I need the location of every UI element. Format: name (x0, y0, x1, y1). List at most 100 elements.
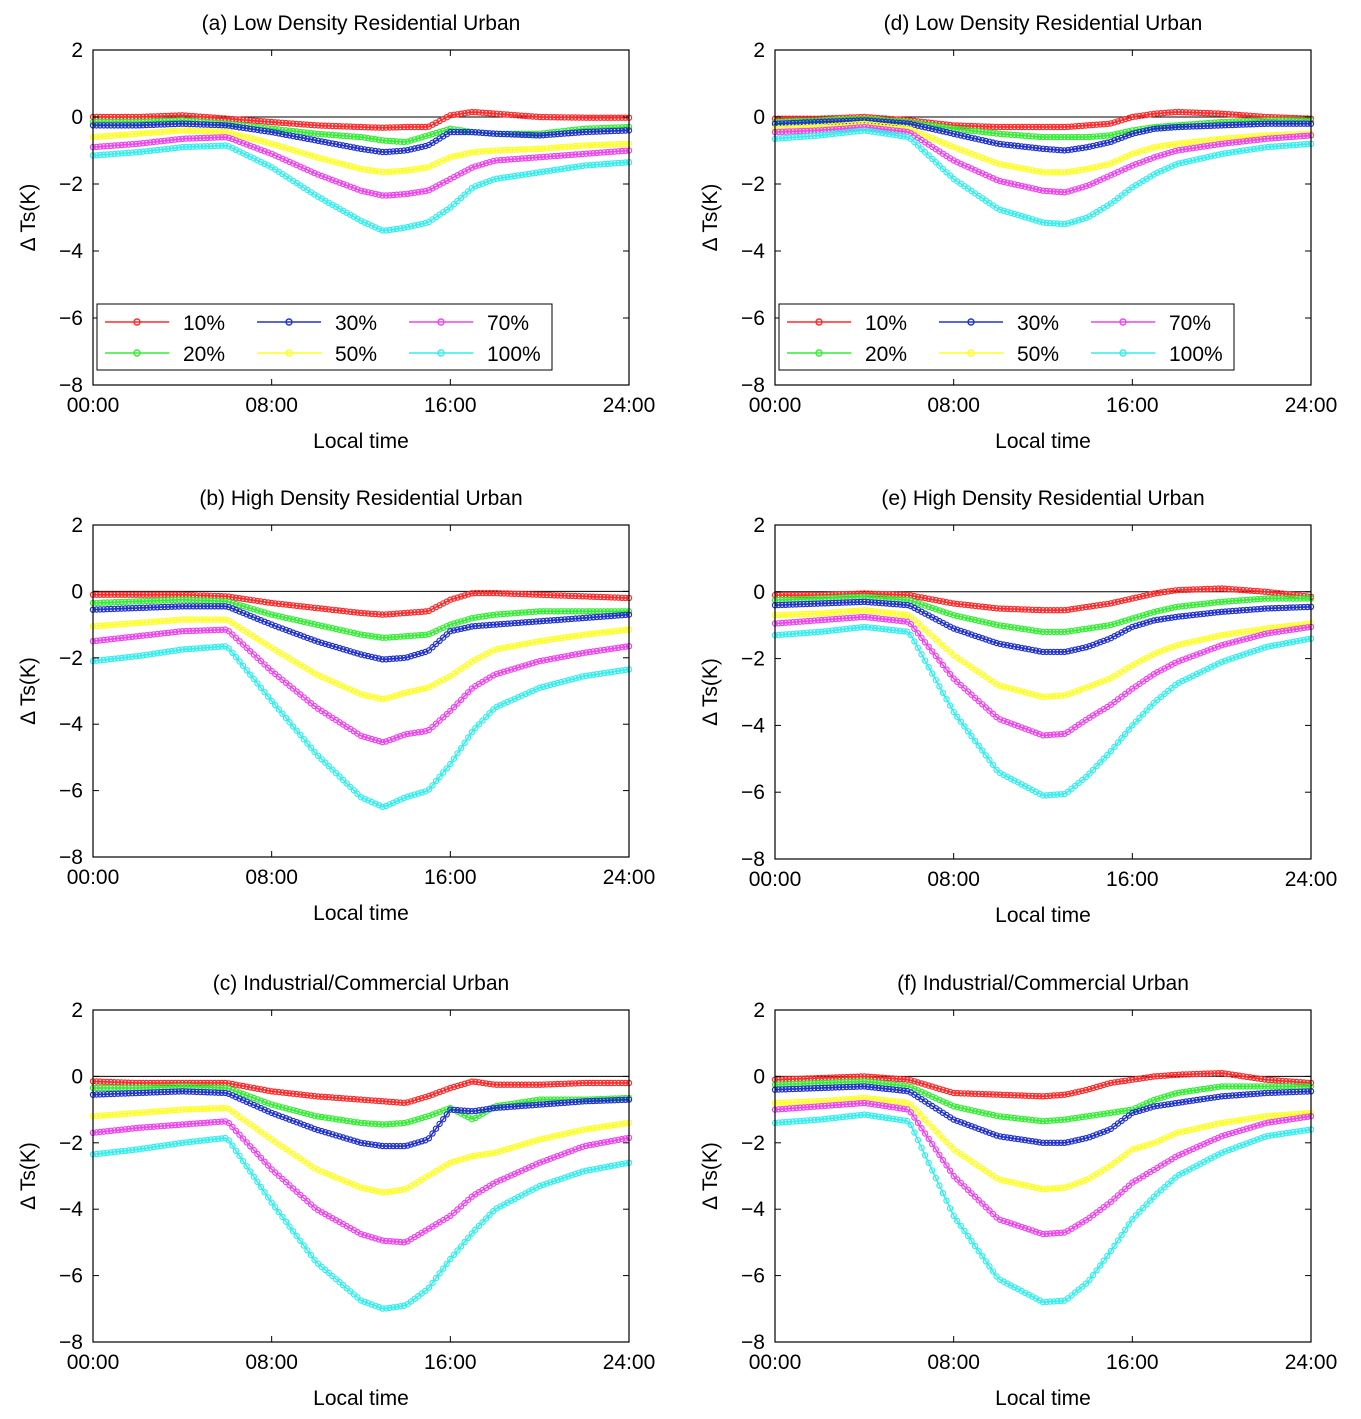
data-point (593, 1079, 601, 1087)
data-point (511, 146, 518, 153)
series-line (775, 587, 1312, 611)
data-point (415, 123, 422, 131)
data-point (136, 1109, 143, 1117)
data-point (893, 119, 900, 127)
data-point (582, 150, 590, 157)
data-point (543, 591, 551, 599)
data-point (868, 599, 875, 606)
data-point (482, 109, 490, 117)
data-point (457, 593, 465, 600)
data-point (807, 591, 814, 599)
data-point (311, 130, 318, 137)
data-point (593, 1124, 601, 1131)
data-point (1189, 611, 1197, 619)
data-point (1104, 600, 1111, 608)
data-point (96, 657, 104, 664)
data-point (207, 603, 215, 610)
data-point (604, 613, 611, 620)
data-point (582, 114, 590, 121)
data-point (1250, 606, 1258, 613)
data-point (482, 650, 490, 658)
data-point (400, 1302, 408, 1309)
data-point (575, 1098, 583, 1105)
y-tick-label: −6 (59, 307, 83, 330)
data-point (1204, 585, 1211, 593)
data-point (914, 122, 922, 129)
data-point (900, 133, 907, 140)
data-point (186, 143, 193, 151)
data-point (921, 626, 929, 633)
data-point (400, 609, 408, 617)
data-point (996, 622, 1004, 629)
data-point (1043, 169, 1050, 176)
data-point (415, 1095, 422, 1103)
data-point (1247, 1074, 1254, 1081)
data-point (218, 121, 225, 129)
data-point (339, 160, 347, 168)
data-point (1293, 141, 1300, 149)
data-point (118, 141, 125, 149)
data-point (1250, 647, 1258, 655)
data-point (871, 608, 879, 615)
data-point (322, 1128, 329, 1136)
data-point (382, 124, 390, 131)
data-point (1046, 219, 1054, 227)
data-point (1089, 766, 1097, 774)
data-point (250, 1146, 257, 1154)
data-point (171, 1121, 179, 1129)
data-point (239, 609, 247, 617)
data-point (386, 634, 393, 641)
data-point (96, 1112, 104, 1119)
data-point (272, 152, 279, 159)
data-point (582, 1126, 590, 1133)
data-point (921, 124, 929, 131)
data-point (1282, 142, 1290, 149)
data-point (586, 672, 593, 679)
data-point (989, 761, 997, 769)
data-point (943, 124, 950, 131)
series-100pct (89, 142, 633, 234)
data-point (132, 604, 140, 612)
data-point (404, 1119, 411, 1126)
series-line (92, 1090, 630, 1147)
data-point (1050, 648, 1057, 656)
data-point (422, 219, 429, 227)
data-point (393, 798, 400, 805)
data-point (275, 706, 282, 713)
data-point (482, 713, 490, 721)
data-point (925, 664, 932, 671)
series-line (92, 618, 630, 700)
data-point (450, 1106, 458, 1114)
data-point (447, 112, 454, 119)
data-point (1239, 597, 1247, 604)
data-point (1061, 692, 1068, 699)
data-point (1093, 680, 1100, 687)
data-point (407, 1118, 415, 1125)
data-point (1171, 140, 1179, 148)
data-point (911, 1078, 918, 1085)
data-point (490, 621, 497, 628)
data-point (782, 619, 789, 626)
data-point (314, 1260, 322, 1268)
data-point (918, 123, 925, 130)
data-point (261, 618, 268, 625)
data-point (568, 164, 576, 171)
data-point (1079, 685, 1086, 693)
data-point (1247, 627, 1254, 635)
data-point (550, 1100, 558, 1107)
data-point (875, 125, 882, 132)
data-point (900, 611, 907, 618)
data-point (1286, 639, 1293, 646)
data-point (889, 127, 897, 134)
data-point (104, 599, 111, 606)
data-point (1100, 677, 1107, 685)
data-point (861, 127, 868, 134)
data-point (168, 1079, 175, 1087)
data-point (1046, 1092, 1054, 1100)
data-point (1146, 610, 1154, 617)
data-point (1111, 620, 1118, 628)
data-point (932, 136, 940, 143)
data-point (347, 123, 354, 130)
data-point (236, 1152, 243, 1160)
data-point (971, 602, 979, 610)
